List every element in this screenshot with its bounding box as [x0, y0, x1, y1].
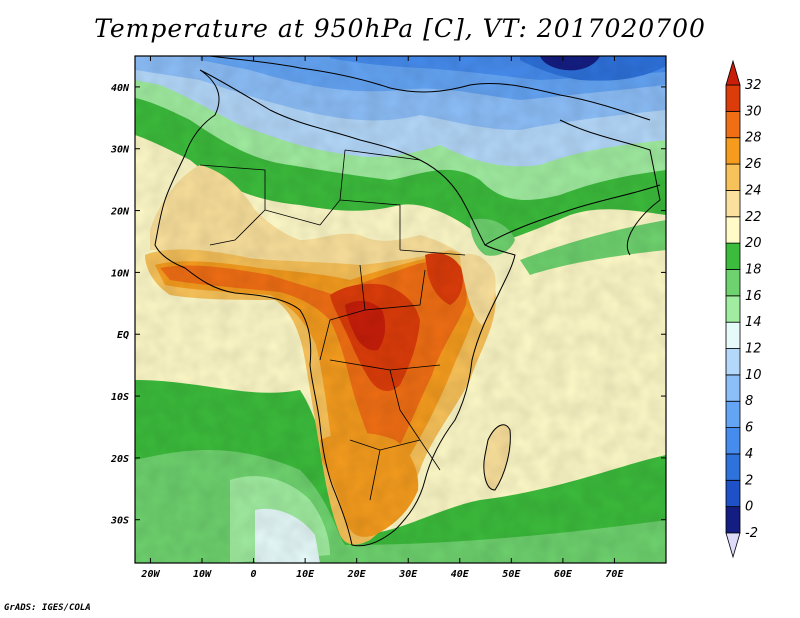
colorbar-min-arrow	[725, 532, 741, 559]
lon-tick-label: 10W	[193, 569, 212, 580]
country-borders	[199, 149, 466, 501]
lat-tick-label: 20N	[110, 207, 130, 218]
colorbar-box	[725, 479, 741, 508]
lon-tick-label: 60E	[554, 569, 573, 580]
colorbar-box	[725, 216, 741, 244]
colorbar-label: 30	[745, 104, 762, 119]
plot-frame	[134, 55, 667, 564]
colorbar-box	[725, 242, 741, 270]
colorbar-box	[725, 453, 741, 481]
colorbar-label: 26	[745, 157, 762, 172]
colorbar-label: 6	[745, 421, 753, 436]
colorbar-box	[725, 400, 741, 428]
colorbar-label: 14	[745, 315, 762, 330]
colorbar-label: 8	[745, 394, 753, 409]
colorbar-label: 4	[745, 447, 753, 462]
lat-tick-label: 40N	[111, 83, 130, 94]
lat-tick-label: EQ	[117, 330, 129, 341]
colorbar-box	[725, 295, 741, 323]
lat-tick-label: 30N	[110, 145, 130, 156]
colorbar-box	[725, 269, 741, 297]
colorbar-box	[725, 190, 741, 218]
lon-tick-label: 70E	[605, 569, 624, 580]
colorbar-label: 28	[745, 131, 762, 146]
credit-label: GrADS: IGES/COLA	[4, 603, 91, 613]
colorbar-label: 2	[745, 473, 753, 488]
latitude-axis: 40N 30N 20N 10N EQ 10S 20S 30S	[110, 83, 666, 527]
arabia-coastline	[484, 184, 661, 246]
coastlines	[154, 56, 661, 547]
lon-tick-label: 10E	[296, 569, 315, 580]
colorbar-label: -2	[745, 526, 758, 541]
colorbar-label: 0	[745, 500, 753, 515]
colorbar-box	[725, 110, 741, 139]
colorbar-label: 24	[745, 183, 762, 198]
colorbar-max-arrow	[725, 59, 741, 86]
lon-tick-label: 30E	[398, 569, 418, 580]
field-texture	[135, 56, 666, 563]
europe-coastline	[209, 56, 651, 121]
lon-tick-label: 40E	[451, 569, 470, 580]
colorbar-label: 20	[745, 236, 762, 251]
india-coastline	[559, 119, 661, 256]
lon-tick-label: 0	[251, 569, 257, 580]
colorbar-box	[725, 506, 741, 534]
temperature-field	[135, 56, 666, 563]
colorbar-label: 12	[745, 342, 762, 357]
colorbar-label: 22	[745, 210, 762, 225]
colorbar-box	[725, 374, 741, 402]
map-title: Temperature at 950hPa [C], VT: 201702070…	[94, 14, 706, 43]
africa-coastline	[154, 69, 516, 547]
colorbar-box	[725, 137, 741, 165]
lat-tick-label: 10N	[111, 268, 130, 279]
lon-tick-label: 20W	[140, 569, 160, 580]
colorbar-box	[725, 84, 741, 112]
madagascar-coastline	[483, 424, 511, 491]
colorbar-label: 10	[745, 368, 762, 383]
lat-tick-label: 30S	[110, 516, 129, 527]
longitude-axis: 20W 10W 0 10E 20E 30E 40E 50E 60E 70E	[140, 56, 624, 580]
lon-tick-label: 50E	[502, 569, 521, 580]
colorbar-box	[725, 163, 741, 191]
lon-tick-label: 20E	[347, 569, 367, 580]
colorbar-box	[725, 348, 741, 376]
colorbar-box	[725, 427, 741, 455]
colorbar-box	[725, 321, 741, 349]
colorbar-label: 32	[745, 78, 762, 93]
colorbar-label: 18	[745, 262, 762, 277]
lat-tick-label: 20S	[110, 454, 129, 465]
colorbar-label: 16	[745, 289, 762, 304]
lat-tick-label: 10S	[111, 392, 129, 403]
